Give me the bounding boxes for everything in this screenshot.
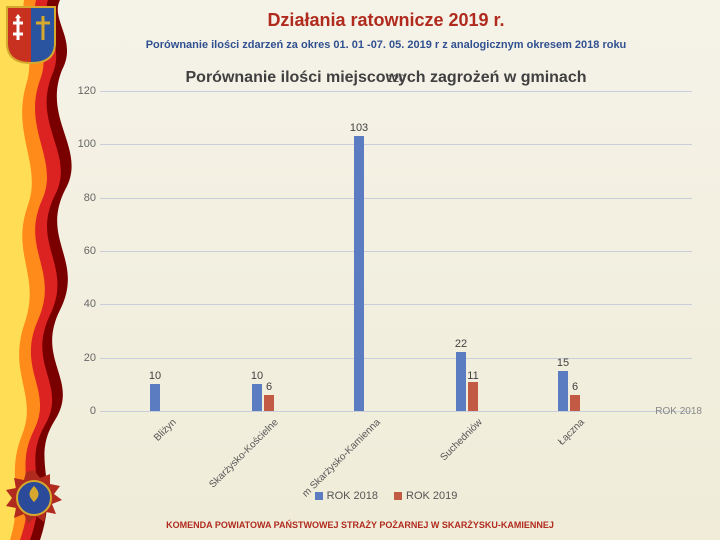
bar-value-2018: 15 (557, 357, 569, 369)
bar-2018 (150, 384, 160, 411)
grid-line (100, 304, 692, 305)
grid-line (100, 251, 692, 252)
bar-group: 10 (161, 91, 162, 411)
x-axis-labels: BliżynSkarżysko-Kościelnem Skarżysko-Kam… (100, 411, 692, 491)
bar-group: 106 (263, 91, 264, 411)
bar-group: 156 (569, 91, 570, 411)
bar-2019 (264, 395, 274, 411)
bar-value-2018: 103 (350, 122, 368, 134)
y-tick-label: 60 (72, 245, 96, 257)
y-tick-label: 0 (72, 405, 96, 417)
content-area: Działania ratownicze 2019 r. Porównanie … (60, 0, 712, 540)
bar-value-2019: 6 (266, 381, 272, 393)
grid-line (100, 198, 692, 199)
grid-line (100, 91, 692, 92)
bar-2018 (558, 371, 568, 411)
y-tick-label: 120 (72, 85, 96, 97)
right-series-label: ROK 2018 (655, 406, 702, 417)
coat-of-arms-icon (6, 6, 56, 64)
y-tick-label: 40 (72, 298, 96, 310)
plot-area: 020406080100120120101061032211156 (100, 91, 692, 411)
y-tick-label: 100 (72, 138, 96, 150)
legend-label: ROK 2018 (327, 490, 378, 502)
legend-swatch (315, 492, 323, 500)
legend-item: ROK 2018 (315, 490, 378, 502)
page-subtitle: Porównanie ilości zdarzeń za okres 01. 0… (60, 39, 712, 51)
y-tick-label: 80 (72, 192, 96, 204)
bar-2018 (252, 384, 262, 411)
bar-2018 (354, 136, 364, 411)
fire-brigade-badge-icon (4, 468, 64, 528)
bar-value-2018: 10 (251, 370, 263, 382)
grid-line (100, 144, 692, 145)
y-tick-label: 20 (72, 352, 96, 364)
bar-2018 (456, 352, 466, 411)
bar-chart: 020406080100120120101061032211156 Bliżyn… (100, 91, 692, 411)
bar-value-2018: 22 (455, 338, 467, 350)
bar-2019 (570, 395, 580, 411)
bar-group: 2211 (467, 91, 468, 411)
bar-value-2019: 11 (467, 370, 478, 382)
page: Działania ratownicze 2019 r. Porównanie … (0, 0, 720, 540)
bar-value-2019: 6 (572, 381, 578, 393)
page-title: Działania ratownicze 2019 r. (60, 10, 712, 31)
bar-2019 (468, 382, 478, 411)
grid-line (100, 358, 692, 359)
overlay-value: 120 (387, 73, 405, 85)
bar-group: 103 (365, 91, 366, 411)
bar-value-2018: 10 (149, 370, 161, 382)
